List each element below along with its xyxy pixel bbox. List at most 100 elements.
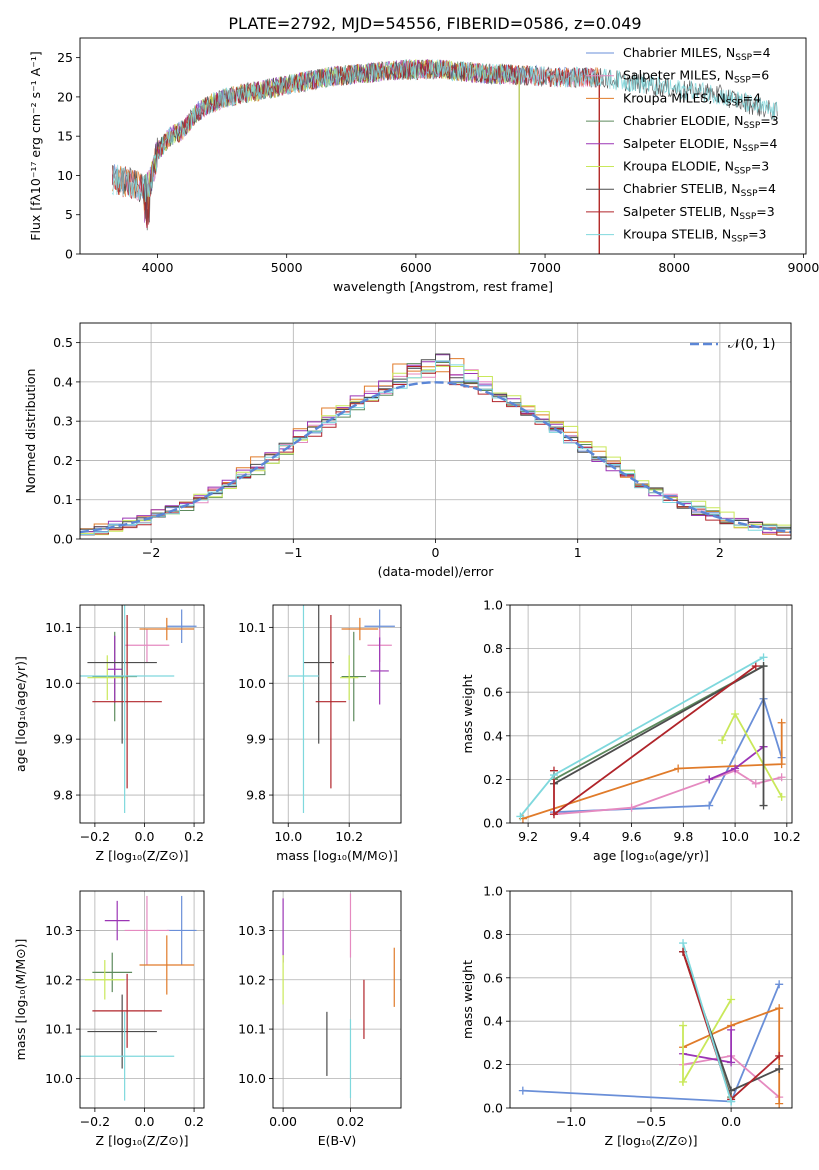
y-tick-label: 0.0 [483, 816, 503, 831]
y-tick-label: 1.0 [483, 884, 503, 899]
weight-line [682, 942, 732, 1102]
x-axis-label: (data-model)/error [378, 564, 495, 579]
weight-marker [705, 801, 714, 810]
x-axis-label: age [log₁₀(age/yr)] [593, 848, 709, 863]
weight-marker [705, 775, 714, 784]
axes-frame [509, 604, 793, 824]
weight-line [522, 722, 783, 820]
grid [80, 891, 204, 1108]
y-tick-label: 9.9 [53, 732, 73, 747]
x-axis-label: Z [log₁₀(Z/Z⊙)] [605, 1133, 698, 1148]
weight-marker [759, 662, 768, 671]
y-tick-label: 10.0 [45, 1071, 73, 1086]
plot-area [288, 605, 395, 813]
y-tick-label: 0.0 [53, 532, 73, 547]
axes-frame [272, 604, 402, 824]
plot-area [282, 893, 395, 1099]
y-axis-label: Flux [fλ10⁻¹⁷ erg cm⁻² s⁻¹ A⁻¹] [28, 51, 43, 240]
axes-frame [79, 890, 205, 1109]
axes-frame [79, 604, 205, 824]
y-tick-label: 10.1 [238, 1022, 266, 1037]
y-axis-label: age [log₁₀(age/yr)] [13, 656, 28, 772]
weight-marker [759, 653, 768, 662]
mass-vs-metallicity-panel: −0.2 0.0 0.2 10.0 10.1 10.2 10.3 Z [log₁₀(Z/Z⊙)… [13, 890, 205, 1148]
weight-marker [718, 736, 727, 745]
weight-marker [775, 1099, 784, 1108]
weight-marker [679, 1021, 688, 1030]
y-tick-label: 10.1 [45, 620, 73, 635]
legend-label: Salpeter STELIB, NSSP=3 [623, 204, 775, 222]
weight-marker [751, 662, 760, 671]
x-tick-label: 0.0 [135, 829, 155, 844]
x-tick-label: 7000 [529, 260, 561, 275]
axes-frame [79, 322, 792, 540]
spectrum-line [144, 59, 520, 226]
weight-marker [777, 792, 786, 801]
y-axis-label: Normed distribution [23, 369, 38, 494]
y-tick-label: 1.0 [483, 598, 503, 613]
grid [80, 605, 204, 823]
legend-label: Salpeter MILES, NSSP=6 [623, 68, 769, 86]
x-tick-label: −1 [284, 545, 302, 560]
legend-label: Kroupa ELODIE, NSSP=3 [623, 159, 769, 177]
x-tick-label: 0.0 [721, 1114, 741, 1129]
grid [510, 604, 792, 824]
x-tick-label: 9.6 [622, 829, 642, 844]
plot-area [80, 605, 197, 813]
spectrum-line [144, 59, 520, 223]
y-axis-label: mass weight [460, 674, 475, 753]
x-tick-label: 2 [716, 545, 724, 560]
x-tick-label: 9000 [788, 260, 819, 275]
y-tick-label: 10.0 [238, 676, 266, 691]
y-tick-label: 10 [57, 168, 73, 183]
x-tick-label: 6000 [400, 260, 432, 275]
weight-marker [679, 1077, 688, 1086]
grid [273, 605, 401, 823]
y-tick-label: 0.8 [483, 641, 503, 656]
y-tick-label: 0.0 [483, 1101, 503, 1116]
weight-marker [627, 803, 636, 812]
axes-frame [509, 890, 793, 1109]
x-tick-label: 9.4 [570, 829, 590, 844]
weight-marker [727, 1097, 736, 1106]
weight-marker [727, 1025, 736, 1034]
y-tick-label: 0.4 [53, 374, 73, 389]
legend-label: Kroupa STELIB, NSSP=3 [623, 227, 767, 245]
normal-reference-curve [80, 381, 791, 534]
x-axis-label: Z [log₁₀(Z/Z⊙)] [96, 848, 189, 863]
y-tick-label: 0 [65, 247, 73, 262]
weight-marker [674, 764, 683, 773]
y-tick-label: 0.4 [483, 1014, 503, 1029]
weight-line [519, 656, 764, 818]
spectrum-panel: 4000 5000 6000 7000 8000 9000 0 5 10 15 20 25 wavele… [28, 37, 819, 294]
x-tick-label: 9.2 [518, 829, 538, 844]
y-axis-label: mass weight [460, 960, 475, 1039]
legend-label: Chabrier MILES, NSSP=4 [623, 45, 771, 63]
y-tick-label: 0.1 [53, 492, 73, 507]
x-tick-label: 0 [432, 545, 440, 560]
grid [510, 890, 792, 1109]
legend-label: Chabrier STELIB, NSSP=4 [623, 181, 776, 199]
y-tick-label: 0.2 [53, 453, 73, 468]
weight-vs-age-panel: 9.2 9.4 9.6 9.8 10.0 10.2 0.0 0.2 0.4 0.6 0.8 1.0 ag… [460, 598, 801, 864]
y-tick-label: 20 [57, 89, 73, 104]
x-tick-label: 10.0 [721, 829, 749, 844]
y-tick-label: 9.9 [246, 732, 266, 747]
y-tick-label: 10.2 [45, 972, 73, 987]
weight-marker [731, 710, 740, 718]
legend-label: 𝒩(0, 1) [728, 337, 775, 352]
y-tick-label: 9.8 [246, 788, 266, 803]
weight-marker [516, 812, 525, 821]
x-axis-label: wavelength [Angstrom, rest frame] [333, 279, 553, 294]
y-tick-label: 0.6 [483, 685, 503, 700]
x-tick-label: 0.2 [184, 829, 204, 844]
x-tick-label: −0.2 [80, 1114, 110, 1129]
y-tick-label: 10.2 [238, 972, 266, 987]
legend: Chabrier MILES, NSSP=4 Salpeter MILES, NS… [586, 45, 779, 245]
axes-frame [79, 37, 807, 255]
weight-marker [775, 1004, 784, 1013]
legend-label: Salpeter ELODIE, NSSP=4 [623, 136, 778, 154]
y-tick-label: 10.0 [238, 1071, 266, 1086]
weight-marker [549, 771, 558, 780]
